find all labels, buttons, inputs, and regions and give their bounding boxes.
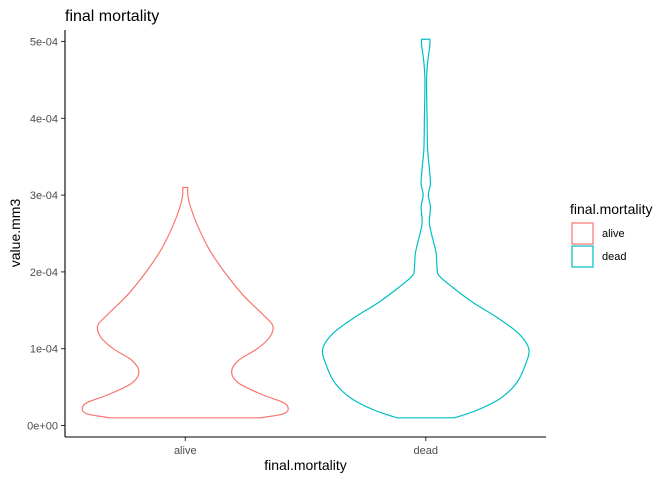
x-tick-label-alive: alive xyxy=(174,445,197,457)
y-tick-label: 1e-04 xyxy=(30,344,58,356)
x-tick-label-dead: dead xyxy=(414,445,438,457)
y-tick-label: 5e-04 xyxy=(30,37,58,49)
violins xyxy=(81,38,530,419)
violin-dead xyxy=(321,38,530,419)
x-axis-title: final.mortality xyxy=(264,457,346,473)
legend-key-alive xyxy=(571,222,594,245)
x-axis-ticks: alive dead xyxy=(174,437,438,457)
y-tick-label: 4e-04 xyxy=(30,113,58,125)
legend-label-alive: alive xyxy=(602,228,625,240)
y-tick-label: 0e+00 xyxy=(27,420,58,432)
violin-alive xyxy=(81,186,289,419)
legend: final.mortality alive dead xyxy=(570,201,652,268)
legend-key-dead xyxy=(571,245,594,268)
legend-title: final.mortality xyxy=(570,201,652,217)
legend-entry-alive: alive xyxy=(571,222,625,245)
legend-label-dead: dead xyxy=(602,251,626,263)
y-axis-title: value.mm3 xyxy=(7,199,23,268)
y-tick-label: 3e-04 xyxy=(30,190,58,202)
y-axis-ticks: 0e+00 1e-04 2e-04 3e-04 4e-04 5e-04 xyxy=(27,37,65,432)
chart-title: final mortality xyxy=(65,8,159,25)
legend-entry-dead: dead xyxy=(571,245,626,268)
y-tick-label: 2e-04 xyxy=(30,267,58,279)
